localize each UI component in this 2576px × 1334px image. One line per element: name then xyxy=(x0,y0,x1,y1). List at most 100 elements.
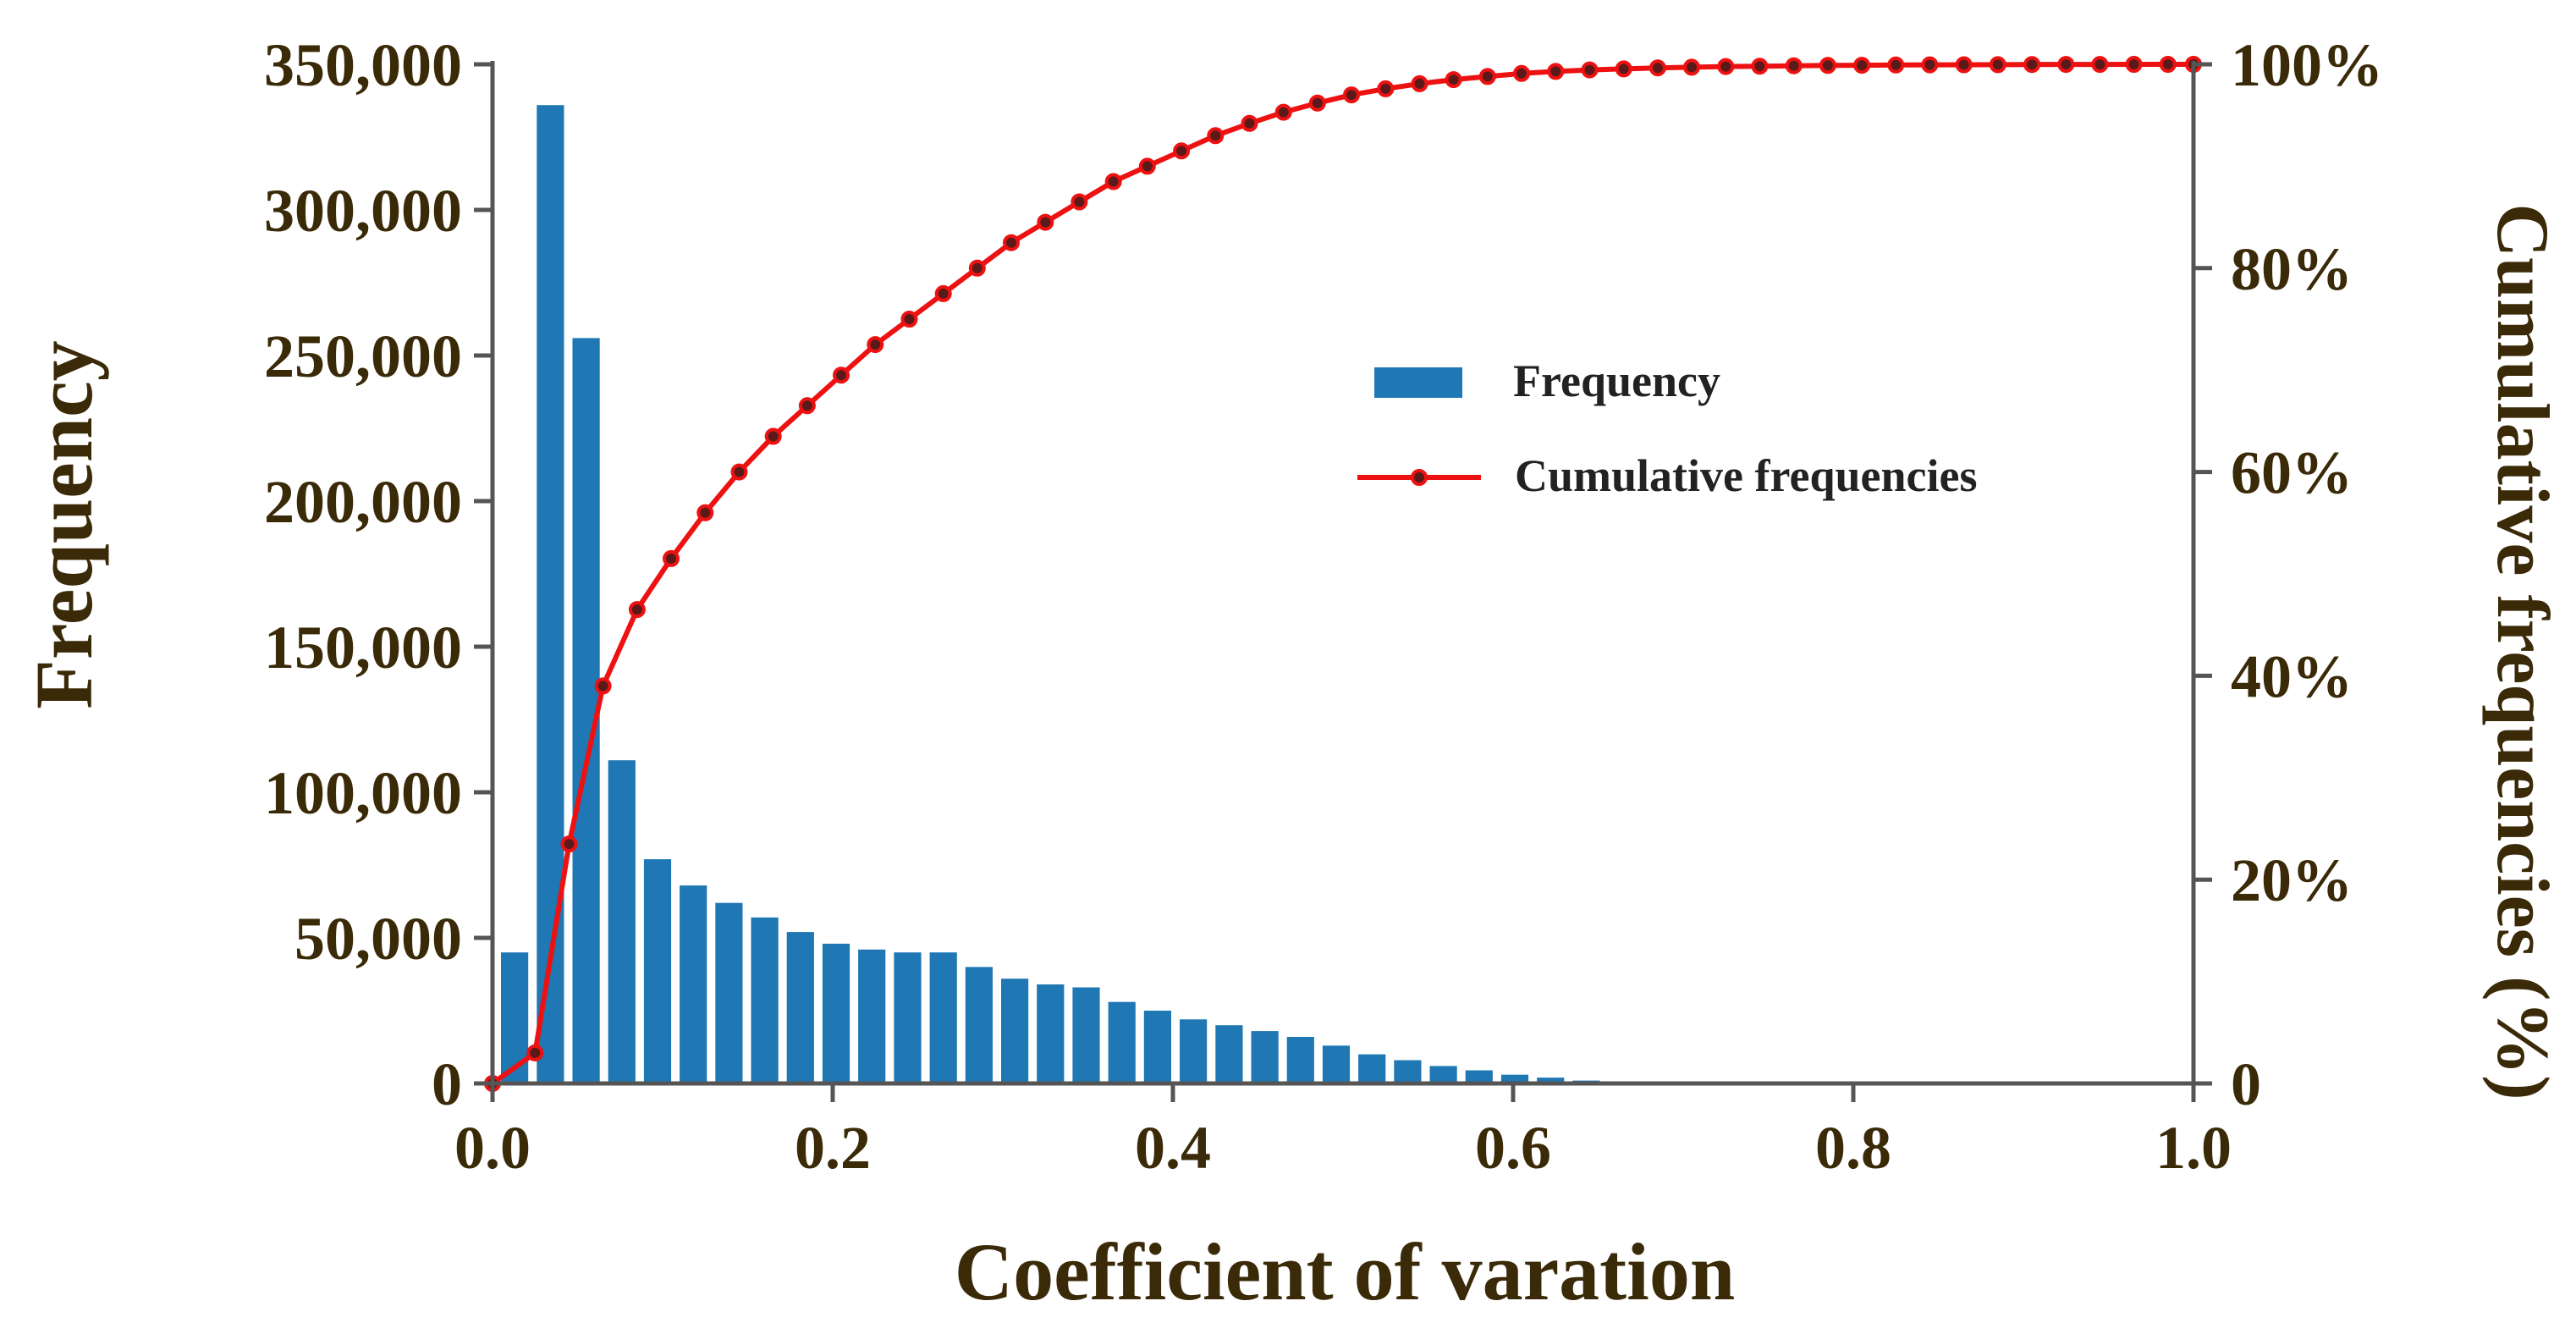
frequency-bar xyxy=(1465,1070,1493,1083)
cumulative-point xyxy=(526,1044,544,1061)
axes-layer xyxy=(490,61,2196,1086)
cumulative-point xyxy=(1173,142,1191,160)
frequency-bar xyxy=(537,105,564,1084)
legend-cumulative-label: Cumulative frequencies xyxy=(1515,450,1977,501)
cumulative-point xyxy=(1377,80,1395,97)
cumulative-point xyxy=(1274,103,1292,121)
legend-frequency-label: Frequency xyxy=(1513,356,1720,406)
y-tick-label: 350,000 xyxy=(264,31,462,99)
x-tick-label: 0.6 xyxy=(1475,1114,1551,1182)
cumulative-point xyxy=(2125,56,2143,73)
cumulative-point xyxy=(900,311,918,328)
ticks-layer: 0 50,000 100,000 150,000 200,000 250,000 300,0… xyxy=(264,31,2383,1182)
frequency-bar xyxy=(965,967,993,1083)
frequency-bar xyxy=(1322,1045,1351,1083)
cumulative-point xyxy=(1955,56,1973,74)
y-tick-label: 50,000 xyxy=(294,905,462,973)
y2-tick-label: 0 xyxy=(2231,1050,2261,1118)
cumulative-point xyxy=(663,549,680,567)
cumulative-point xyxy=(798,397,816,415)
cumulative-point xyxy=(833,367,850,384)
cumulative-point xyxy=(1887,56,1905,74)
frequency-bar xyxy=(858,949,886,1083)
cumulative-point xyxy=(934,284,952,302)
cumulative-line-layer xyxy=(484,56,2202,1092)
y2-tick-label: 80% xyxy=(2231,235,2353,303)
y2-tick-label: 20% xyxy=(2231,846,2353,914)
frequency-bar xyxy=(1072,987,1100,1083)
frequency-bar xyxy=(1215,1025,1243,1083)
frequency-bar xyxy=(1251,1031,1279,1083)
frequency-bar xyxy=(1180,1019,1208,1083)
cumulative-point xyxy=(1003,234,1020,251)
cumulative-point xyxy=(1717,58,1735,75)
legend-cumulative-marker xyxy=(1411,469,1428,486)
cumulative-point xyxy=(1138,157,1156,175)
frequency-bar xyxy=(680,885,707,1083)
x-axis-title: Coefficient of varation xyxy=(955,1227,1735,1317)
cumulative-point xyxy=(696,504,714,521)
frequency-bar xyxy=(1394,1060,1422,1083)
x-tick-label: 0.0 xyxy=(454,1114,531,1182)
frequency-bar xyxy=(643,859,672,1083)
legend-frequency-swatch xyxy=(1374,367,1462,398)
frequency-bar xyxy=(751,917,779,1083)
cumulative-point xyxy=(1751,58,1769,75)
cumulative-point xyxy=(1343,86,1360,104)
y-tick-label: 0 xyxy=(432,1050,462,1118)
cumulative-point xyxy=(1513,64,1530,82)
frequency-bar xyxy=(608,760,636,1083)
cumulative-point xyxy=(730,463,748,481)
y2-tick-label: 60% xyxy=(2231,439,2353,507)
frequency-bar xyxy=(1429,1066,1457,1083)
cumulative-point xyxy=(1683,58,1700,76)
cumulative-point xyxy=(560,835,578,853)
cumulative-point xyxy=(1921,56,1939,74)
frequency-bar xyxy=(894,952,922,1083)
cumulative-point xyxy=(968,259,986,277)
cumulative-point xyxy=(1785,57,1803,74)
cumulative-point xyxy=(1615,60,1632,78)
cumulative-point xyxy=(1241,114,1258,132)
legend: Frequency Cumulative frequencies xyxy=(1357,356,1977,501)
cumulative-point xyxy=(1104,173,1122,190)
cumulative-point xyxy=(628,601,646,619)
cumulative-point xyxy=(1037,213,1054,231)
frequency-bar xyxy=(822,943,850,1083)
cumulative-point xyxy=(1989,56,2006,74)
cumulative-point xyxy=(2159,56,2177,73)
bars-layer xyxy=(501,105,1636,1084)
cumulative-point xyxy=(1649,59,1666,77)
cumulative-point xyxy=(2023,56,2041,74)
y-tick-label: 300,000 xyxy=(264,177,462,245)
cumulative-point xyxy=(1853,57,1871,74)
y2-tick-label: 40% xyxy=(2231,642,2353,710)
cumulative-point xyxy=(594,677,612,695)
cumulative-frequency-line xyxy=(491,62,2193,1086)
cumulative-point xyxy=(2091,56,2109,74)
cumulative-point xyxy=(1411,74,1428,92)
y2-tick-label: 100% xyxy=(2231,31,2383,99)
y-tick-label: 150,000 xyxy=(264,614,462,681)
y-tick-label: 200,000 xyxy=(264,468,462,536)
y-axis-title: Frequency xyxy=(19,340,109,709)
x-tick-label: 0.8 xyxy=(1815,1114,1891,1182)
cumulative-point xyxy=(1819,57,1836,74)
frequency-bar xyxy=(786,932,814,1083)
x-tick-label: 0.2 xyxy=(795,1114,871,1182)
y-tick-label: 100,000 xyxy=(264,759,462,827)
frequency-bar xyxy=(1500,1074,1529,1083)
cumulative-point xyxy=(1071,193,1088,211)
frequency-bar xyxy=(929,952,957,1083)
x-tick-label: 0.4 xyxy=(1135,1114,1211,1182)
frequency-bar xyxy=(1143,1011,1171,1083)
frequency-bar xyxy=(1037,984,1065,1083)
cumulative-point xyxy=(2057,56,2075,74)
cumulative-point xyxy=(764,427,782,445)
cumulative-point xyxy=(1308,94,1326,112)
cumulative-point xyxy=(1445,71,1462,89)
y-tick-label: 250,000 xyxy=(264,322,462,390)
frequency-bar xyxy=(1108,1001,1136,1083)
